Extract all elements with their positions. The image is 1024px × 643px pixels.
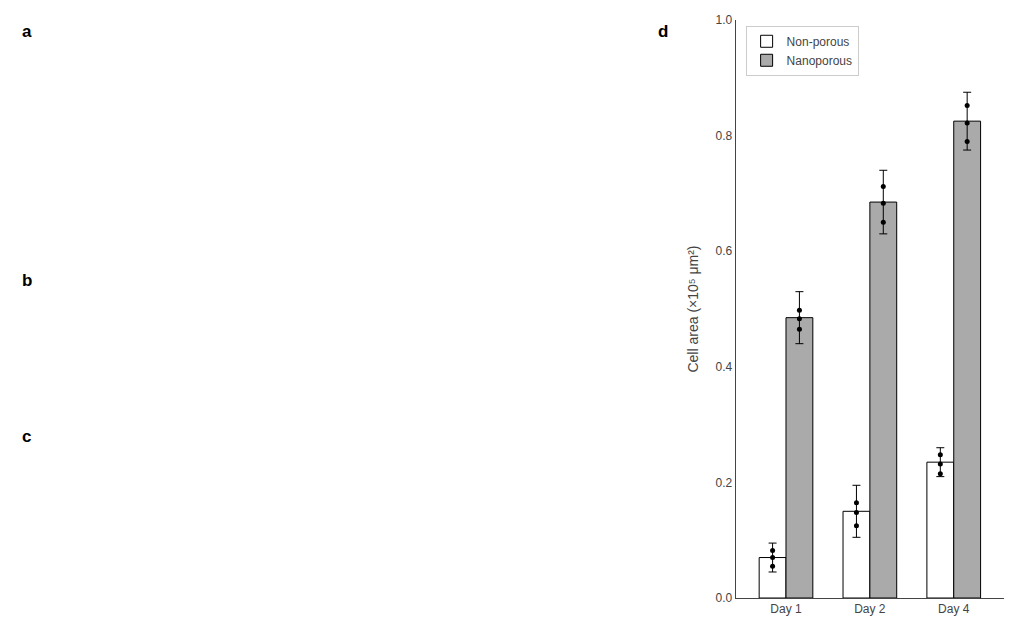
svg-text:b: b — [22, 271, 32, 290]
svg-text:0.2: 0.2 — [716, 476, 733, 490]
svg-text:1.0: 1.0 — [716, 13, 733, 27]
svg-text:Day 1: Day 1 — [770, 602, 802, 616]
svg-text:0.6: 0.6 — [716, 244, 733, 258]
svg-text:Nanoporous: Nanoporous — [787, 54, 852, 68]
svg-text:0.4: 0.4 — [716, 360, 733, 374]
svg-text:d: d — [658, 22, 668, 41]
svg-text:c: c — [22, 427, 31, 446]
svg-text:Day 2: Day 2 — [854, 602, 886, 616]
svg-text:0.8: 0.8 — [716, 129, 733, 143]
svg-text:Non-porous: Non-porous — [787, 35, 850, 49]
svg-text:0.0: 0.0 — [716, 591, 733, 605]
svg-text:Cell area (×10⁵ μm²): Cell area (×10⁵ μm²) — [685, 245, 701, 372]
svg-text:Day 4: Day 4 — [938, 602, 970, 616]
svg-text:a: a — [22, 22, 32, 41]
